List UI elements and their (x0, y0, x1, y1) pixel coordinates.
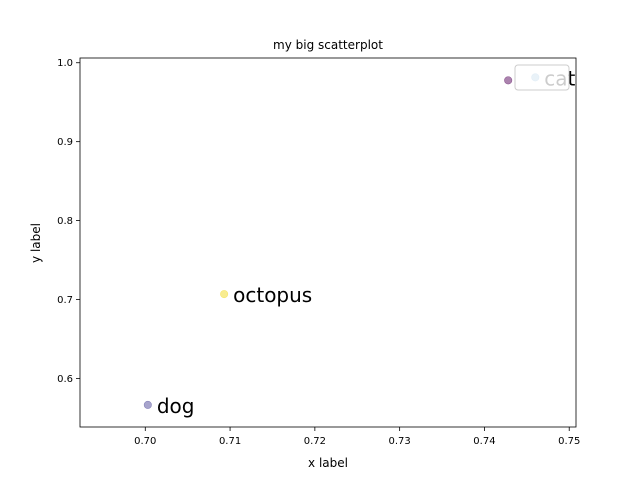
y-axis-label: y label (29, 223, 43, 263)
y-tick-label: 0.6 (57, 374, 73, 385)
y-tick-label: 0.7 (57, 295, 73, 306)
x-axis-label: x label (308, 456, 348, 470)
point-label-octopus: octopus (233, 283, 312, 307)
x-tick-label: 0.72 (304, 436, 326, 447)
y-tick-label: 0.9 (57, 137, 73, 148)
y-axis-ticks: 0.6 0.7 0.8 0.9 1.0 (57, 58, 80, 385)
plot-area: 0.70 0.71 0.72 0.73 0.74 0.75 0.6 0.7 0.8 0.9 1.0… (57, 57, 580, 447)
y-tick-label: 1.0 (57, 58, 73, 69)
x-tick-label: 0.74 (473, 436, 495, 447)
x-tick-label: 0.70 (134, 436, 156, 447)
legend-box (514, 64, 570, 91)
y-tick-label: 0.8 (57, 216, 73, 227)
scatter-point (504, 76, 513, 85)
axes-frame (79, 57, 577, 428)
scatter-points (143, 73, 540, 409)
scatter-point (143, 400, 152, 409)
point-labels: dogoctopuscat (157, 66, 576, 418)
scatter-point (220, 290, 229, 299)
x-axis-ticks: 0.70 0.71 0.72 0.73 0.74 0.75 (134, 427, 580, 447)
x-tick-label: 0.75 (558, 436, 580, 447)
x-tick-label: 0.71 (219, 436, 241, 447)
point-label-dog: dog (157, 394, 195, 418)
x-tick-label: 0.73 (389, 436, 411, 447)
chart-title: my big scatterplot (273, 38, 383, 52)
